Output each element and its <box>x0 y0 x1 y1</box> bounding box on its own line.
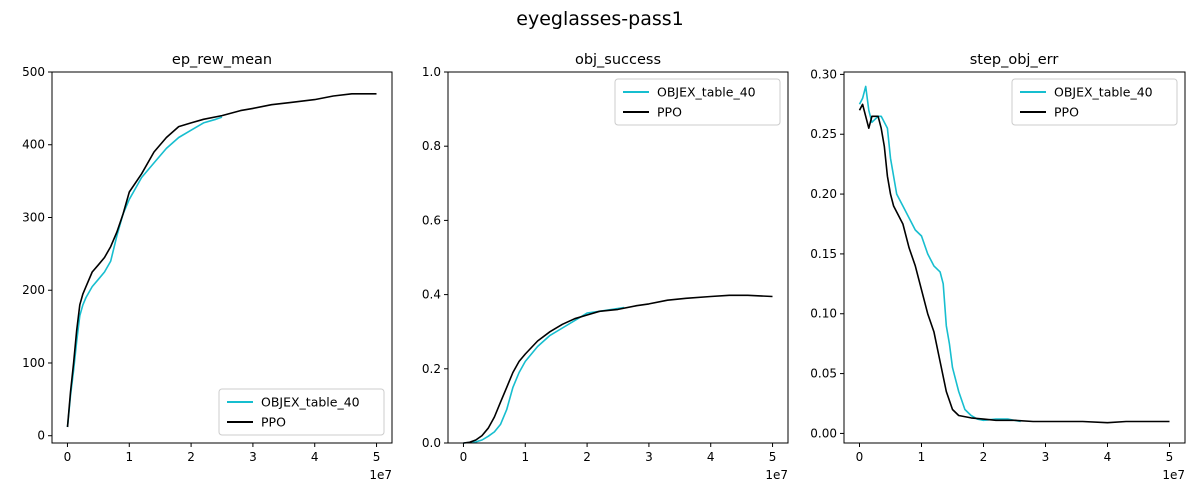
y-tick-label: 0.25 <box>810 127 837 141</box>
y-tick-label: 100 <box>22 356 45 370</box>
x-tick-label: 1 <box>918 450 926 464</box>
y-tick-label: 400 <box>22 138 45 152</box>
axes-frame <box>843 71 1186 444</box>
x-tick-label: 4 <box>1104 450 1112 464</box>
legend-label: PPO <box>657 105 682 120</box>
x-tick-label: 3 <box>249 450 257 464</box>
x-tick-label: 2 <box>583 450 591 464</box>
y-tick-label: 0.8 <box>422 139 441 153</box>
x-tick-label: 4 <box>311 450 319 464</box>
panel-title: obj_success <box>575 52 661 68</box>
legend-label: OBJEX_table_40 <box>261 395 360 410</box>
y-tick-label: 0.30 <box>810 67 837 81</box>
x-tick-label: 5 <box>769 450 777 464</box>
x-tick-label: 2 <box>187 450 195 464</box>
x-tick-label: 4 <box>707 450 715 464</box>
legend-box <box>614 78 781 126</box>
x-scale-label: 1e7 <box>1162 468 1185 482</box>
y-tick-label: 0.00 <box>810 426 837 440</box>
legend: OBJEX_table_40 PPO <box>218 388 385 436</box>
series-line-objex <box>463 306 625 444</box>
legend: OBJEX_table_40 PPO <box>1011 78 1178 126</box>
y-tick-label: 0.05 <box>810 367 837 381</box>
y-tick-label: 300 <box>22 210 45 224</box>
x-tick-label: 1 <box>125 450 133 464</box>
y-tick-label: 0.10 <box>810 307 837 321</box>
y-tick-label: 0.2 <box>422 362 441 376</box>
panel-title: ep_rew_mean <box>172 52 272 68</box>
panel-ep-rew-mean: ep_rew_mean 1e7 0 1 2 3 4 5 0 100 200 300 400 500 OB… <box>22 52 393 482</box>
y-tick-label: 500 <box>22 65 45 79</box>
y-tick-label: 0.15 <box>810 247 837 261</box>
x-tick-label: 2 <box>980 450 988 464</box>
series-line-objex <box>858 85 1021 423</box>
axes-frame <box>447 71 789 444</box>
panel-title: step_obj_err <box>970 52 1059 68</box>
x-tick-label: 5 <box>1166 450 1174 464</box>
panel-step-obj-err: step_obj_err 1e7 0 1 2 3 4 5 0.00 0.05 0.10 0.15 0… <box>810 52 1186 482</box>
x-tick-label: 3 <box>645 450 653 464</box>
legend-label: PPO <box>261 415 286 430</box>
y-tick-label: 1.0 <box>422 65 441 79</box>
legend-box <box>1011 78 1178 126</box>
x-tick-label: 0 <box>460 450 468 464</box>
series-line-ppo <box>463 294 773 444</box>
panel-obj-success: obj_success 1e7 0 1 2 3 4 5 0.0 0.2 0.4 0.6 0.8 1.0… <box>422 52 789 482</box>
y-tick-label: 0.20 <box>810 187 837 201</box>
figure-title: eyeglasses-pass1 <box>516 8 683 30</box>
x-tick-label: 0 <box>64 450 72 464</box>
x-tick-label: 5 <box>373 450 381 464</box>
series-line-ppo <box>66 93 377 428</box>
series-line-ppo <box>858 103 1170 424</box>
legend-label: OBJEX_table_40 <box>657 85 756 100</box>
y-tick-label: 0.0 <box>422 436 441 450</box>
legend: OBJEX_table_40 PPO <box>614 78 781 126</box>
y-tick-label: 0.6 <box>422 213 441 227</box>
y-tick-label: 0 <box>37 429 45 443</box>
x-scale-label: 1e7 <box>765 468 788 482</box>
legend-label: PPO <box>1054 105 1079 120</box>
x-scale-label: 1e7 <box>369 468 392 482</box>
x-tick-label: 1 <box>521 450 529 464</box>
legend-label: OBJEX_table_40 <box>1054 85 1153 100</box>
y-tick-label: 0.4 <box>422 288 441 302</box>
axes-frame <box>51 71 393 444</box>
x-tick-label: 0 <box>856 450 864 464</box>
legend-box <box>218 388 385 436</box>
x-tick-label: 3 <box>1042 450 1050 464</box>
y-tick-label: 200 <box>22 283 45 297</box>
series-line-objex <box>66 116 223 428</box>
